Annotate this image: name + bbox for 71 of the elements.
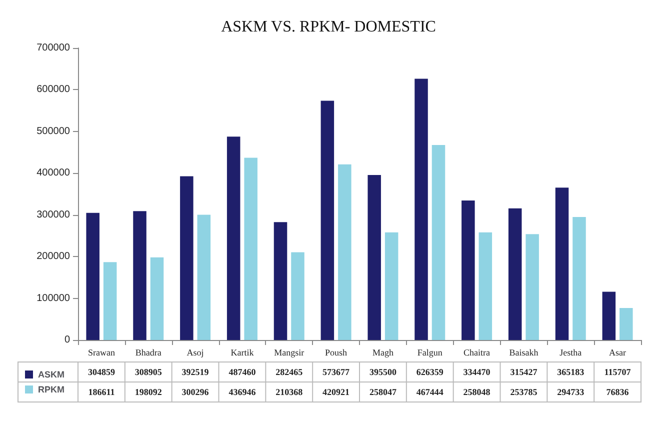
bar [620, 308, 633, 340]
bar [226, 136, 240, 340]
bar [384, 232, 398, 340]
x-tick-label: Falgun [417, 348, 443, 358]
chart-title: ASKM VS. RPKM- DOMESTIC [221, 18, 436, 36]
bar [180, 176, 194, 340]
legend-label: RPKM [38, 384, 64, 394]
data-label: 186611 [88, 387, 116, 397]
bar [508, 208, 522, 340]
data-label: 467444 [416, 387, 444, 397]
data-label: 210368 [276, 387, 304, 397]
y-tick-label: 0 [64, 334, 70, 346]
data-label: 487460 [228, 367, 256, 377]
x-tick-label: Asoj [186, 348, 204, 358]
y-tick-label: 600000 [36, 84, 70, 96]
x-tick-label: Poush [325, 348, 348, 358]
data-label: 436946 [228, 387, 256, 397]
data-label: 334470 [463, 367, 491, 377]
bar [462, 200, 475, 340]
data-label: 308905 [134, 367, 162, 377]
bar [320, 100, 334, 340]
bar [526, 234, 539, 340]
y-tick-label: 300000 [36, 209, 70, 220]
x-tick-label: Kartik [230, 348, 254, 358]
data-label: 365183 [557, 367, 585, 377]
data-label: 626359 [416, 367, 444, 377]
bar [478, 232, 492, 340]
data-label: 395500 [369, 367, 397, 377]
x-tick-label: Jestha [560, 348, 582, 358]
bar [291, 252, 304, 340]
data-label: 420921 [322, 387, 350, 397]
x-tick-label: Baisakh [509, 348, 539, 358]
data-label: 573677 [322, 367, 350, 377]
y-tick-label: 200000 [36, 251, 70, 262]
bar [602, 292, 616, 340]
x-tick-label: Mangsir [274, 348, 304, 358]
x-tick-label: Chaitra [464, 348, 490, 358]
data-label: 253785 [510, 387, 538, 397]
data-label: 115707 [604, 367, 632, 377]
data-label: 76836 [606, 387, 630, 397]
data-label: 258047 [369, 387, 397, 397]
bar [338, 164, 352, 340]
bar [150, 257, 164, 340]
data-label: 392519 [182, 367, 210, 377]
x-tick-label: Srawan [88, 348, 116, 358]
data-label: 304859 [88, 367, 116, 377]
bar [86, 212, 100, 340]
data-label: 282465 [276, 367, 304, 377]
y-tick-label: 700000 [36, 42, 70, 54]
data-label: 198092 [134, 387, 162, 397]
x-tick-label: Asar [609, 348, 626, 358]
bar [274, 222, 288, 340]
bar [133, 211, 146, 340]
bar [414, 78, 428, 340]
bar [197, 214, 211, 340]
bar [432, 145, 446, 340]
y-tick-label: 100000 [36, 292, 70, 304]
bar [244, 158, 258, 340]
y-tick-label: 400000 [36, 168, 70, 179]
data-label: 300296 [182, 387, 210, 397]
data-label: 294733 [557, 387, 585, 397]
x-tick-label: Bhadra [135, 348, 162, 358]
data-label: 315427 [510, 367, 538, 377]
bar [572, 217, 586, 340]
y-tick-label: 500000 [36, 126, 70, 137]
legend-label: ASKM [38, 370, 64, 380]
data-label: 258048 [463, 387, 491, 397]
bar [555, 188, 569, 340]
x-tick-label: Magh [372, 348, 394, 358]
bar [103, 262, 117, 340]
bar [368, 175, 381, 340]
